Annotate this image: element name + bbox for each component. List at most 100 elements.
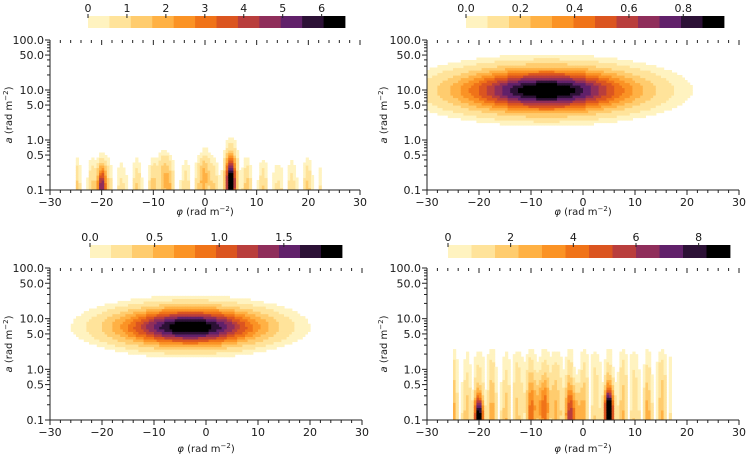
heatmap-cell bbox=[442, 67, 446, 71]
heatmap-cell bbox=[666, 80, 670, 84]
heatmap-cell bbox=[523, 75, 527, 79]
heatmap-cell bbox=[135, 175, 139, 179]
heatmap-cell bbox=[233, 150, 237, 154]
heatmap-cell bbox=[601, 110, 605, 114]
heatmap-cell bbox=[629, 95, 633, 99]
heatmap-cell bbox=[161, 295, 165, 299]
heatmap-cell bbox=[601, 85, 605, 89]
heatmap-cell bbox=[109, 336, 113, 340]
heatmap-cell bbox=[601, 115, 605, 119]
heatmap-cell bbox=[109, 165, 113, 169]
heatmap-cell bbox=[223, 182, 227, 186]
heatmap-cell bbox=[164, 351, 168, 355]
heatmap-cell bbox=[190, 318, 194, 322]
heatmap-cell bbox=[279, 167, 284, 171]
heatmap-cell bbox=[562, 62, 566, 66]
heatmap-cell bbox=[481, 75, 485, 79]
heatmap-cell bbox=[674, 87, 678, 91]
heatmap-cell bbox=[246, 167, 250, 171]
heatmap-cell bbox=[91, 311, 95, 315]
heatmap-cell bbox=[215, 185, 219, 189]
heatmap-cell bbox=[544, 72, 548, 76]
heatmap-cell bbox=[207, 180, 211, 184]
heatmap-cell bbox=[658, 75, 662, 79]
heatmap-cell bbox=[234, 303, 238, 307]
heatmap-cell bbox=[239, 306, 243, 310]
heatmap-cell bbox=[629, 87, 633, 91]
heatmap-cell bbox=[440, 75, 444, 79]
heatmap-cell bbox=[648, 87, 652, 91]
heatmap-cell bbox=[492, 82, 496, 86]
heatmap-cell bbox=[650, 112, 654, 116]
heatmap-cell bbox=[216, 354, 220, 358]
heatmap-cell bbox=[585, 72, 589, 76]
heatmap-cell bbox=[99, 165, 103, 169]
heatmap-cell bbox=[217, 175, 222, 179]
heatmap-cell bbox=[481, 85, 485, 89]
heatmap-cell bbox=[290, 170, 294, 174]
heatmap-cell bbox=[135, 185, 139, 189]
heatmap-cell bbox=[159, 313, 163, 317]
heatmap-cell bbox=[112, 321, 116, 325]
heatmap-cell bbox=[635, 90, 639, 94]
colorbar-swatch bbox=[237, 245, 259, 258]
heatmap-cell bbox=[471, 95, 475, 99]
heatmap-cell bbox=[619, 60, 623, 64]
heatmap-cell bbox=[562, 105, 566, 109]
heatmap-cell bbox=[476, 82, 480, 86]
heatmap-cell bbox=[210, 160, 214, 164]
heatmap-cell bbox=[171, 177, 175, 181]
heatmap-cell bbox=[202, 147, 206, 151]
heatmap-cell bbox=[494, 120, 498, 124]
heatmap-cell bbox=[512, 92, 516, 96]
heatmap-cell bbox=[250, 303, 254, 307]
heatmap-cell bbox=[213, 351, 217, 355]
heatmap-cell bbox=[637, 85, 641, 89]
heatmap-cell bbox=[432, 72, 436, 76]
colorbar-tick-label: 2 bbox=[162, 2, 169, 15]
heatmap-cell bbox=[86, 313, 90, 317]
heatmap-cell bbox=[447, 110, 451, 114]
heatmap-cell bbox=[507, 115, 511, 119]
heatmap-cell bbox=[83, 326, 87, 330]
heatmap-cell bbox=[494, 117, 498, 121]
heatmap-cell bbox=[518, 72, 522, 76]
heatmap-cell bbox=[507, 65, 511, 69]
heatmap-cell bbox=[614, 82, 618, 86]
heatmap-cell bbox=[195, 303, 199, 307]
heatmap-cell bbox=[468, 95, 472, 99]
heatmap-cell bbox=[208, 311, 212, 315]
heatmap-cell bbox=[166, 157, 170, 161]
heatmap-cell bbox=[671, 72, 675, 76]
heatmap-cell bbox=[146, 333, 150, 337]
heatmap-cell bbox=[132, 177, 136, 181]
heatmap-cell bbox=[107, 346, 111, 350]
heatmap-cell bbox=[531, 90, 535, 94]
heatmap-cell bbox=[138, 298, 142, 302]
heatmap-cell bbox=[143, 349, 147, 353]
heatmap-cell bbox=[450, 100, 454, 104]
heatmap-cell bbox=[213, 338, 217, 343]
heatmap-cell bbox=[154, 300, 158, 305]
heatmap-cell bbox=[193, 318, 197, 322]
heatmap-cell bbox=[525, 72, 529, 76]
heatmap-cell bbox=[182, 344, 186, 348]
heatmap-cell bbox=[551, 92, 555, 96]
heatmap-cell bbox=[512, 97, 516, 101]
heatmap-cell bbox=[557, 87, 561, 91]
heatmap-cell bbox=[429, 92, 433, 96]
heatmap-cell bbox=[226, 346, 230, 350]
heatmap-cell bbox=[655, 97, 659, 101]
heatmap-cell bbox=[207, 170, 211, 174]
heatmap-cell bbox=[200, 303, 204, 307]
heatmap-cell bbox=[611, 87, 615, 91]
heatmap-cell bbox=[247, 306, 251, 310]
heatmap-cell bbox=[432, 95, 436, 99]
heatmap-cell bbox=[228, 185, 232, 189]
heatmap-cell bbox=[458, 80, 462, 84]
heatmap-cell bbox=[575, 67, 579, 71]
heatmap-cell bbox=[184, 165, 188, 169]
heatmap-cell bbox=[91, 318, 95, 322]
heatmap-cell bbox=[525, 110, 529, 114]
heatmap-cell bbox=[197, 165, 201, 169]
